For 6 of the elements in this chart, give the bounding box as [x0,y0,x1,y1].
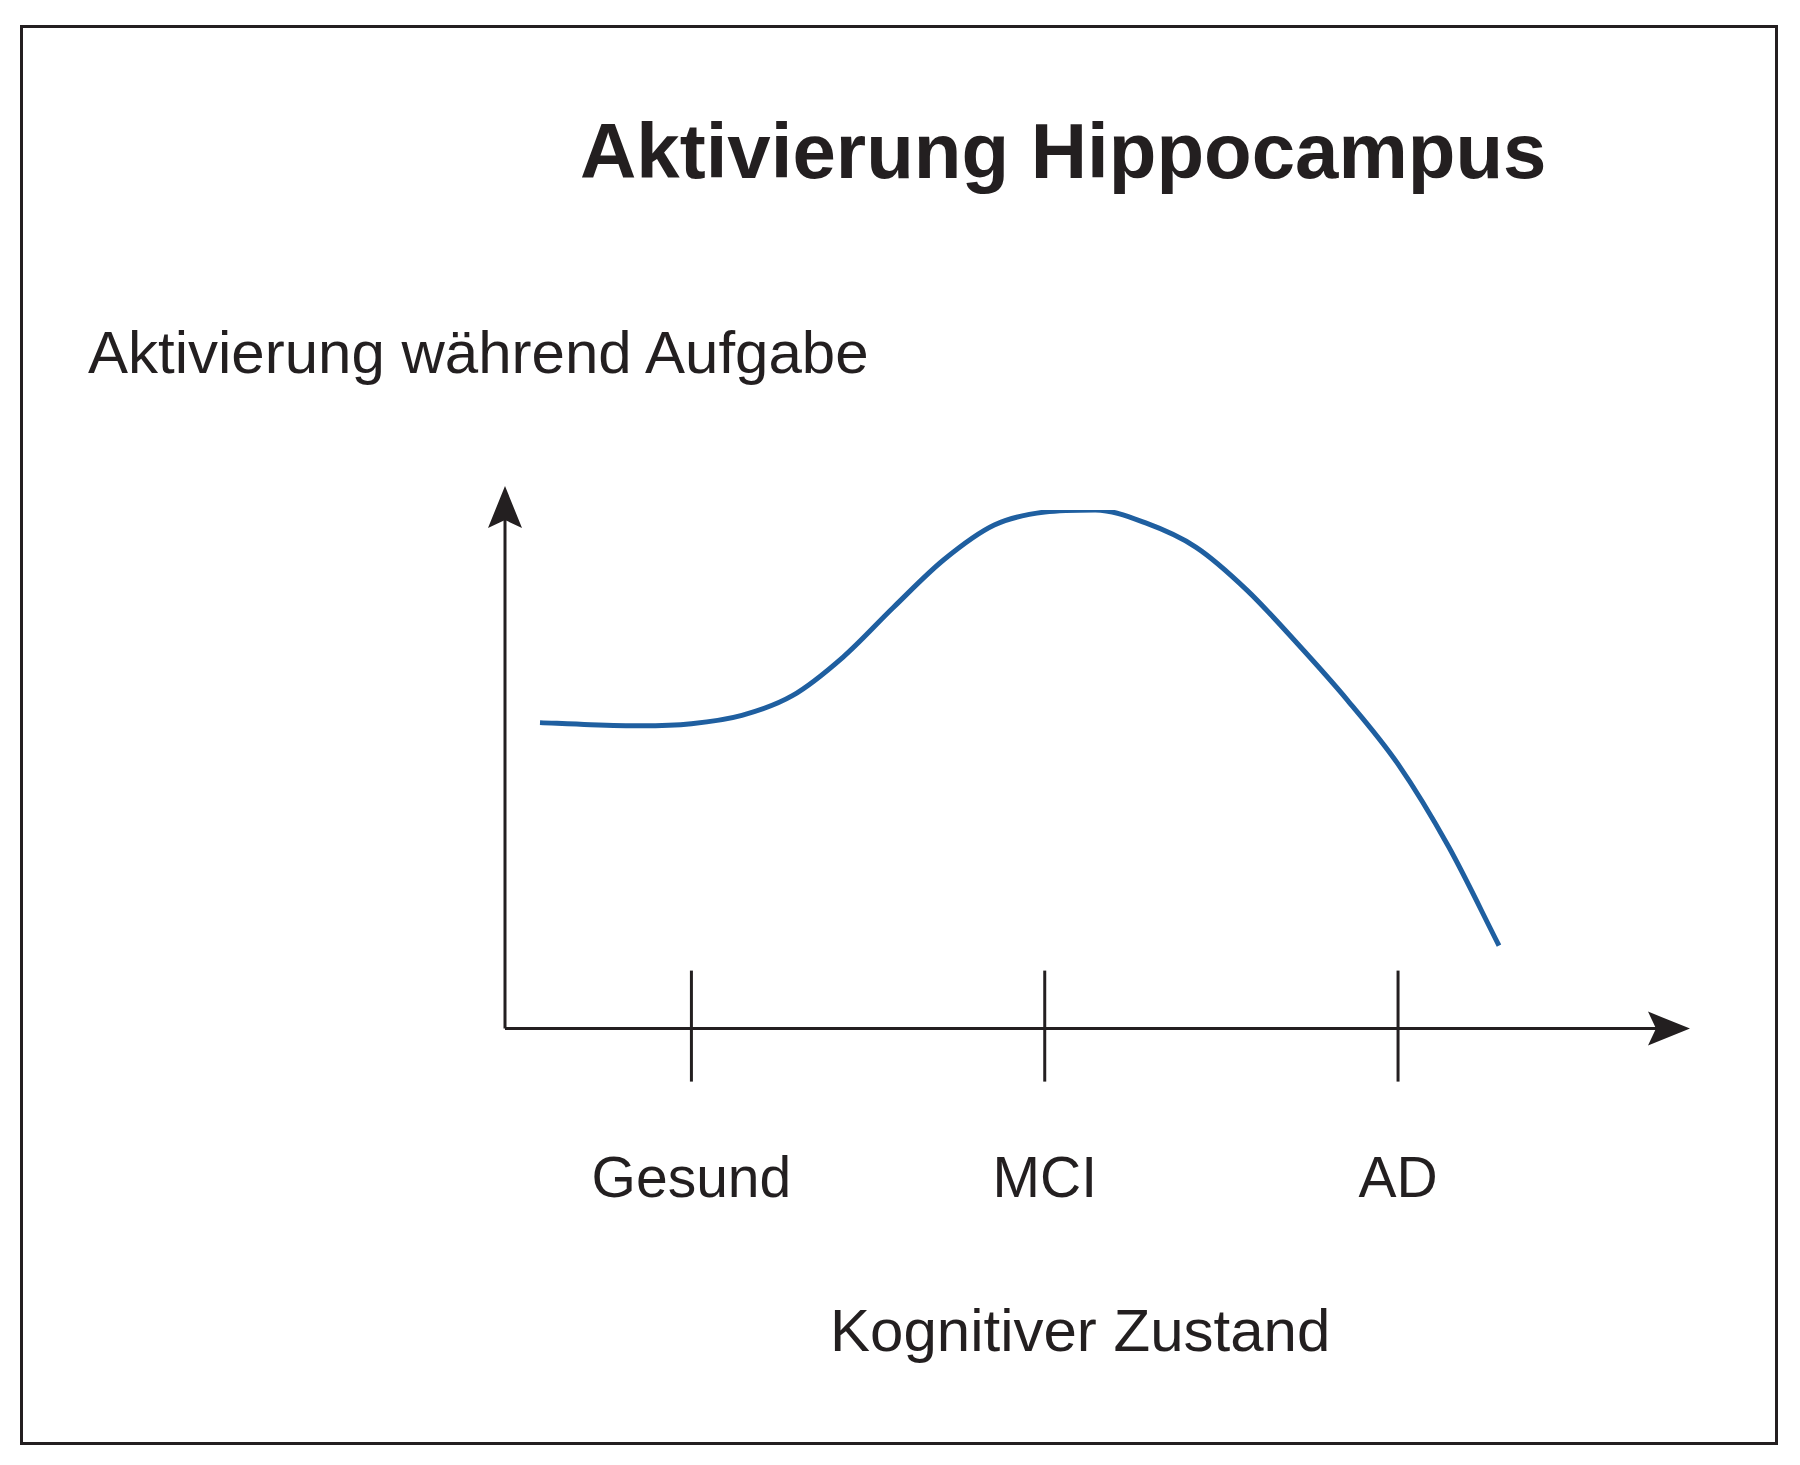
x-tick-label: Gesund [591,1144,792,1209]
x-axis-title: Kognitiver Zustand [830,1296,1331,1365]
x-tick-label: MCI [992,1144,1097,1209]
chart-title: Aktivierung Hippocampus [580,106,1547,197]
y-axis-title: Aktivierung während Aufgabe [88,318,869,387]
x-tick-label: AD [1358,1144,1438,1209]
